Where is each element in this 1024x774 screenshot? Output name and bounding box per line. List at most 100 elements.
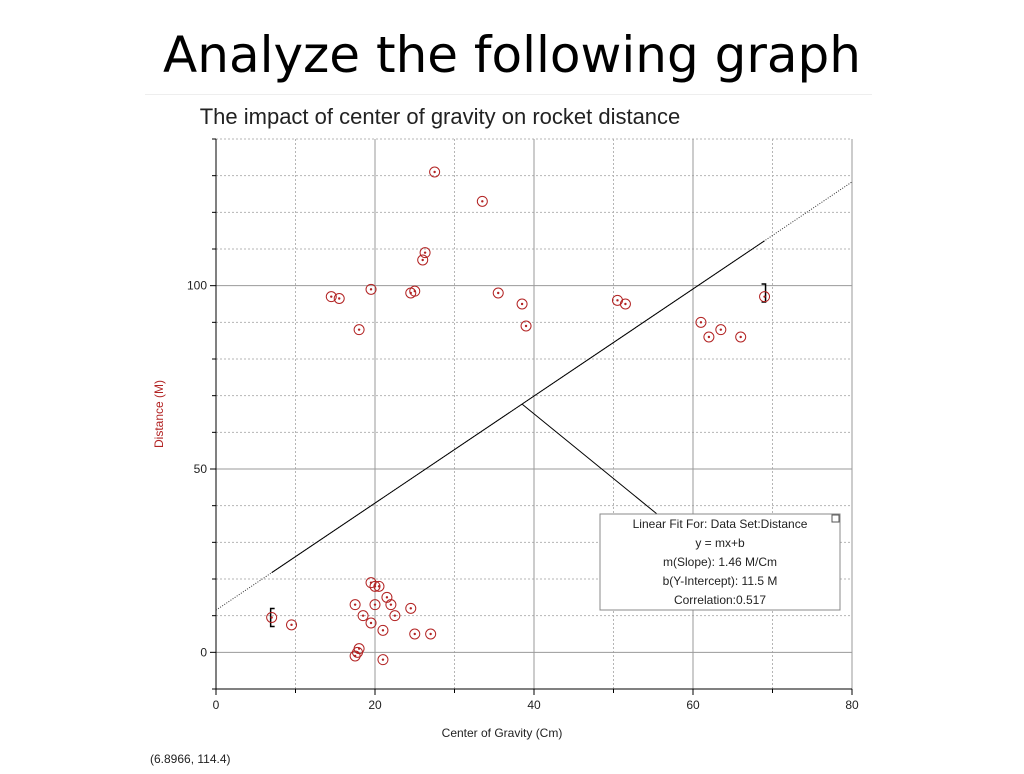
data-point-dot [423, 251, 427, 254]
data-point [369, 599, 381, 611]
fit-info-box[interactable]: Linear Fit For: Data Set:Distance y = mx… [599, 513, 841, 611]
data-point-dot [330, 295, 333, 298]
data-point [759, 291, 771, 303]
data-point-ring [286, 619, 298, 631]
data-points [266, 166, 771, 666]
data-point [476, 195, 488, 207]
cursor-readout: (6.8966, 114.4) [150, 752, 231, 766]
data-point-dot [763, 295, 766, 298]
fit-box-handle-icon[interactable] [831, 514, 840, 523]
data-point-dot [409, 607, 412, 610]
data-point [325, 291, 337, 303]
data-point [492, 287, 504, 299]
data-point-dot [497, 291, 500, 295]
data-point-ring [377, 654, 389, 666]
data-point [357, 610, 369, 622]
data-point-dot [739, 335, 742, 339]
fit-box-line: Linear Fit For: Data Set:Distance [633, 517, 808, 531]
data-point [619, 298, 631, 310]
data-point-dot [433, 170, 436, 174]
data-point [703, 331, 715, 343]
data-point-dot [270, 616, 273, 619]
data-point [333, 293, 345, 304]
scatter-chart: The impact of center of gravity on rocke… [150, 104, 859, 766]
slide-title: Analyze the following graph [163, 26, 861, 84]
data-point [405, 602, 417, 614]
data-point-ring [385, 599, 397, 611]
data-point [409, 628, 421, 640]
data-point-dot [413, 289, 416, 293]
data-point-ring [365, 283, 377, 295]
data-point [695, 316, 707, 328]
data-point-ring [703, 331, 715, 343]
data-point [516, 298, 528, 310]
data-point-ring [425, 628, 437, 640]
data-point-ring [352, 646, 364, 658]
fit-box-line: Correlation:0.517 [674, 593, 766, 607]
data-point-dot [413, 632, 416, 636]
data-point [715, 324, 727, 336]
y-tick-label: 0 [200, 645, 207, 659]
data-point-dot [381, 658, 385, 661]
data-point [365, 283, 377, 295]
x-tick-label: 0 [213, 698, 220, 712]
chart-title: The impact of center of gravity on rocke… [200, 104, 681, 129]
x-tick-label: 60 [686, 698, 700, 712]
data-point-ring [349, 650, 361, 662]
data-point-dot [357, 328, 361, 331]
data-point-dot [290, 623, 293, 627]
data-point [520, 320, 532, 332]
data-point-ring [365, 617, 377, 629]
range-bracket-right [761, 283, 767, 303]
y-tick-label: 50 [194, 462, 208, 476]
data-point-ring [520, 320, 532, 332]
data-point-dot [707, 335, 711, 339]
data-point [373, 580, 385, 592]
linear-fit [215, 181, 853, 628]
data-point-dot [719, 328, 723, 331]
data-point-dot [520, 302, 524, 306]
data-point-dot [373, 603, 377, 606]
data-point [417, 254, 429, 266]
data-point-dot [524, 324, 528, 328]
y-tick-label: 100 [187, 279, 207, 293]
tick-labels: 0 20 40 60 80 0 50 100 [187, 279, 859, 712]
data-point-ring [619, 298, 631, 310]
data-point [377, 654, 389, 666]
data-point-dot [481, 200, 484, 203]
data-point [425, 628, 437, 640]
data-point-dot [385, 596, 389, 599]
data-point-ring [405, 602, 417, 614]
data-point-ring [325, 291, 337, 303]
chart-panel: The impact of center of gravity on rocke… [145, 94, 872, 769]
y-axis-label: Distance (M) [152, 380, 166, 448]
data-point [429, 166, 441, 178]
data-point-dot [377, 585, 381, 588]
x-axis-label: Center of Gravity (Cm) [442, 726, 563, 740]
data-point-dot [381, 629, 385, 632]
data-point-ring [333, 293, 345, 304]
axes [210, 138, 853, 695]
fit-box-line: b(Y-Intercept): 11.5 M [663, 574, 778, 588]
data-point [377, 624, 389, 636]
data-point [419, 247, 431, 259]
data-point-dot [389, 603, 393, 606]
fit-callout-line [521, 403, 658, 515]
data-point-ring [377, 624, 389, 636]
data-point-dot [429, 632, 432, 636]
data-point [409, 285, 421, 297]
data-point-ring [715, 324, 727, 336]
data-point-dot [361, 614, 365, 617]
fit-box-line: m(Slope): 1.46 M/Cm [663, 555, 777, 569]
data-point [266, 612, 278, 623]
data-point-dot [369, 288, 373, 291]
data-point-ring [419, 247, 431, 259]
data-point [286, 619, 298, 631]
x-tick-label: 40 [527, 698, 541, 712]
fit-line-solid [271, 240, 765, 574]
data-point-ring [429, 166, 441, 178]
data-point [385, 599, 397, 611]
data-point-ring [417, 254, 429, 266]
data-point-ring [695, 316, 707, 328]
data-point-ring [373, 580, 385, 592]
